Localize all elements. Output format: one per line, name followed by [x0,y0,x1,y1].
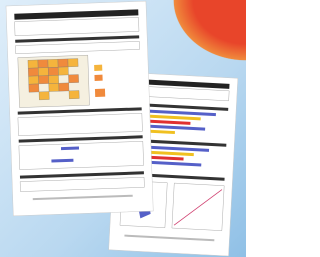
highlight [61,147,79,151]
legend-swatch [95,89,105,97]
front-page [6,1,153,216]
decor-arc [150,0,246,80]
legend-swatch [94,65,102,71]
legend-swatch [94,75,102,81]
page [0,0,246,257]
scene [0,0,246,257]
color-grid [18,55,90,107]
